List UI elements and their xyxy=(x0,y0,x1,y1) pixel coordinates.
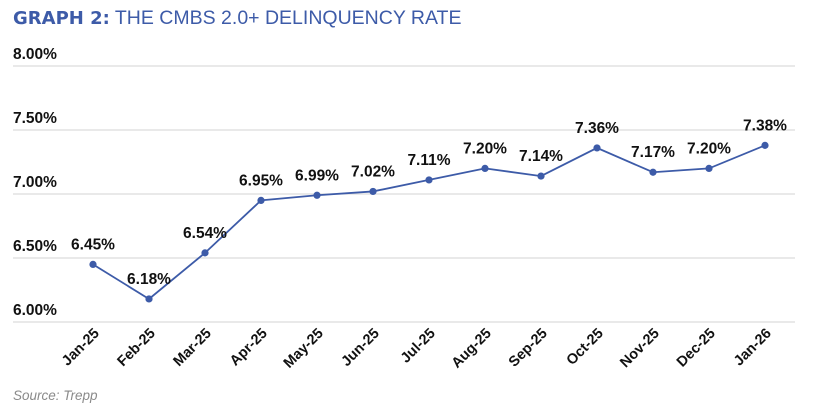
data-point xyxy=(481,164,489,172)
y-tick-label: 6.50% xyxy=(13,238,57,255)
x-tick-label: Jan-26 xyxy=(731,326,775,370)
x-tick-label: Feb-25 xyxy=(114,326,158,370)
x-tick-label: Mar-25 xyxy=(170,326,214,370)
data-point xyxy=(201,249,209,257)
data-label: 7.02% xyxy=(351,163,395,180)
data-label: 7.38% xyxy=(743,117,787,134)
data-point xyxy=(89,260,97,268)
y-tick-label: 8.00% xyxy=(13,46,57,63)
y-tick-label: 7.50% xyxy=(13,110,57,127)
data-label: 7.11% xyxy=(407,152,450,169)
x-tick-label: Jan-25 xyxy=(59,326,103,370)
data-label: 7.36% xyxy=(575,120,619,137)
data-point xyxy=(257,196,265,204)
title-text: THE CMBS 2.0+ DELINQUENCY RATE xyxy=(109,7,462,29)
x-tick-label: Jul-25 xyxy=(398,326,439,367)
data-label: 6.95% xyxy=(239,172,283,189)
data-label: 6.45% xyxy=(71,236,115,253)
data-label: 7.20% xyxy=(463,140,507,157)
data-point xyxy=(537,172,545,180)
x-tick-label: May-25 xyxy=(281,326,327,372)
x-tick-label: Oct-25 xyxy=(564,326,607,369)
data-point xyxy=(369,187,377,196)
data-point xyxy=(145,295,153,303)
x-tick-label: Nov-25 xyxy=(617,326,663,372)
data-label: 6.99% xyxy=(295,167,339,184)
chart-title: GRAPH 2: THE CMBS 2.0+ DELINQUENCY RATE xyxy=(13,7,461,30)
y-tick-label: 7.00% xyxy=(13,174,57,191)
data-point xyxy=(761,141,769,149)
y-tick-label: 6.00% xyxy=(13,302,57,319)
data-point xyxy=(649,168,657,176)
data-label: 6.54% xyxy=(183,225,227,242)
data-point xyxy=(705,164,713,172)
title-prefix: GRAPH 2: xyxy=(13,8,110,29)
data-label: 7.14% xyxy=(519,148,563,165)
data-label: 7.17% xyxy=(631,144,675,161)
data-label: 6.18% xyxy=(127,271,171,288)
x-tick-label: Sep-25 xyxy=(506,326,551,371)
x-tick-label: Aug-25 xyxy=(449,326,495,372)
source-note: Source: Trepp xyxy=(13,388,98,403)
x-tick-label: Jun-25 xyxy=(338,326,382,370)
x-tick-label: Dec-25 xyxy=(674,326,719,371)
data-point xyxy=(313,191,321,199)
data-point xyxy=(593,144,601,152)
data-point xyxy=(425,176,433,184)
data-label: 7.20% xyxy=(687,140,731,157)
x-tick-label: Apr-25 xyxy=(227,326,271,370)
